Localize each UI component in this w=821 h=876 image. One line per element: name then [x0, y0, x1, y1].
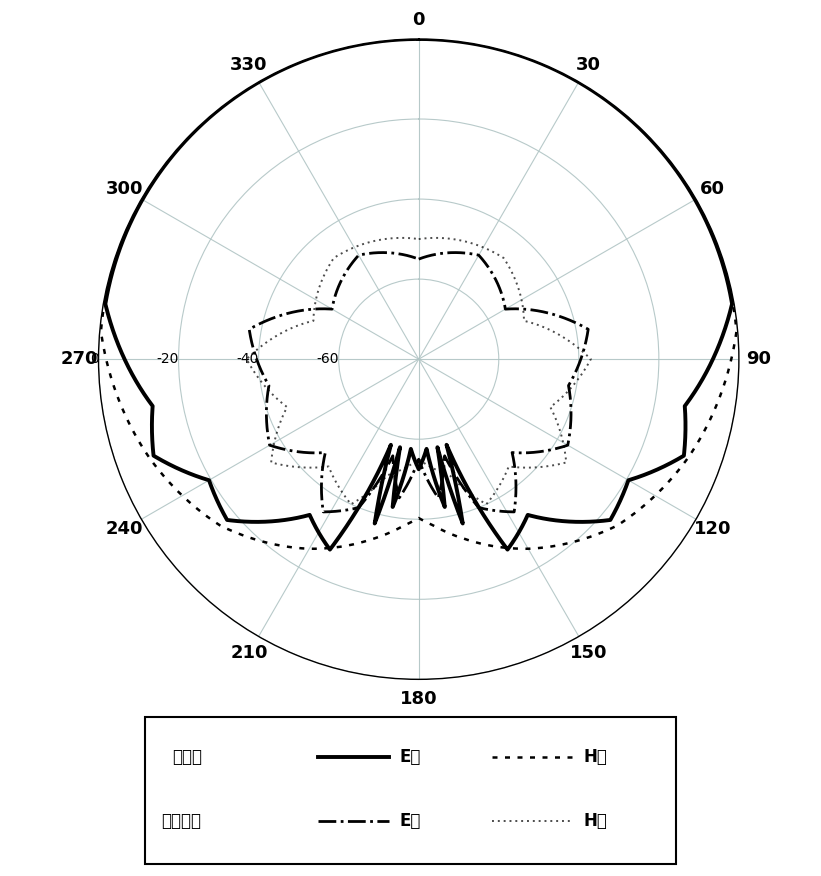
Text: -20: -20 — [156, 352, 178, 366]
Text: 主极化: 主极化 — [172, 748, 202, 766]
Text: 0: 0 — [89, 352, 99, 366]
Text: E面: E面 — [400, 748, 421, 766]
Text: -40: -40 — [236, 352, 259, 366]
Text: -60: -60 — [316, 352, 338, 366]
Text: H面: H面 — [584, 748, 608, 766]
Text: 交叉极化: 交叉极化 — [161, 812, 201, 830]
Text: H面: H面 — [584, 812, 608, 830]
Text: E面: E面 — [400, 812, 421, 830]
